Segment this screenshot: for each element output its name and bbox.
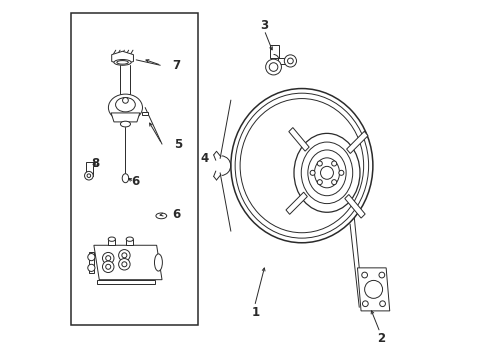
Text: 3: 3 bbox=[260, 19, 268, 32]
Text: 6: 6 bbox=[131, 175, 139, 188]
Polygon shape bbox=[277, 58, 290, 64]
Polygon shape bbox=[269, 45, 278, 58]
Circle shape bbox=[320, 166, 333, 179]
Bar bbox=[70, 13, 198, 325]
Ellipse shape bbox=[156, 213, 166, 219]
Circle shape bbox=[119, 258, 130, 270]
Circle shape bbox=[265, 59, 281, 75]
Circle shape bbox=[122, 262, 126, 267]
Polygon shape bbox=[108, 239, 115, 245]
Circle shape bbox=[102, 252, 114, 264]
Circle shape bbox=[84, 171, 93, 180]
Circle shape bbox=[364, 280, 382, 298]
Polygon shape bbox=[88, 252, 94, 273]
Ellipse shape bbox=[108, 94, 142, 121]
Circle shape bbox=[88, 264, 95, 271]
Ellipse shape bbox=[115, 98, 135, 112]
Circle shape bbox=[87, 174, 90, 177]
Circle shape bbox=[284, 55, 296, 67]
Ellipse shape bbox=[293, 134, 359, 212]
Polygon shape bbox=[346, 131, 367, 153]
Polygon shape bbox=[97, 280, 155, 284]
Text: 4: 4 bbox=[201, 152, 209, 165]
Polygon shape bbox=[126, 239, 133, 245]
Circle shape bbox=[122, 98, 128, 103]
Text: 2: 2 bbox=[376, 332, 384, 345]
Circle shape bbox=[379, 301, 385, 307]
Circle shape bbox=[361, 272, 367, 278]
Circle shape bbox=[287, 58, 293, 64]
Circle shape bbox=[122, 253, 126, 258]
Circle shape bbox=[331, 180, 336, 185]
Circle shape bbox=[88, 253, 95, 261]
Text: 8: 8 bbox=[91, 157, 100, 170]
Text: 5: 5 bbox=[174, 138, 182, 150]
Circle shape bbox=[338, 170, 343, 175]
Circle shape bbox=[378, 272, 384, 278]
Polygon shape bbox=[344, 194, 365, 218]
Polygon shape bbox=[285, 192, 307, 214]
Circle shape bbox=[331, 161, 336, 166]
Circle shape bbox=[102, 261, 114, 273]
Circle shape bbox=[309, 170, 314, 175]
Ellipse shape bbox=[126, 237, 133, 241]
Ellipse shape bbox=[230, 89, 372, 243]
Text: 7: 7 bbox=[172, 59, 180, 72]
Text: 6: 6 bbox=[172, 208, 180, 221]
Ellipse shape bbox=[240, 99, 363, 233]
Polygon shape bbox=[111, 51, 133, 65]
Ellipse shape bbox=[117, 60, 128, 64]
Circle shape bbox=[105, 264, 110, 269]
Circle shape bbox=[362, 301, 367, 307]
Polygon shape bbox=[94, 245, 162, 280]
Circle shape bbox=[269, 63, 277, 71]
Ellipse shape bbox=[307, 150, 346, 196]
Polygon shape bbox=[142, 112, 147, 116]
Ellipse shape bbox=[122, 174, 128, 183]
Ellipse shape bbox=[154, 254, 162, 271]
Polygon shape bbox=[86, 162, 97, 176]
Circle shape bbox=[105, 256, 110, 261]
Circle shape bbox=[119, 249, 130, 261]
Polygon shape bbox=[111, 113, 140, 122]
Polygon shape bbox=[288, 127, 308, 151]
Circle shape bbox=[317, 161, 322, 166]
Text: 1: 1 bbox=[251, 306, 259, 319]
Ellipse shape bbox=[114, 59, 131, 65]
Polygon shape bbox=[357, 268, 389, 311]
Ellipse shape bbox=[235, 93, 368, 238]
Ellipse shape bbox=[108, 237, 115, 241]
Circle shape bbox=[317, 180, 322, 185]
Ellipse shape bbox=[301, 142, 352, 204]
Ellipse shape bbox=[120, 121, 130, 127]
Ellipse shape bbox=[314, 158, 339, 188]
